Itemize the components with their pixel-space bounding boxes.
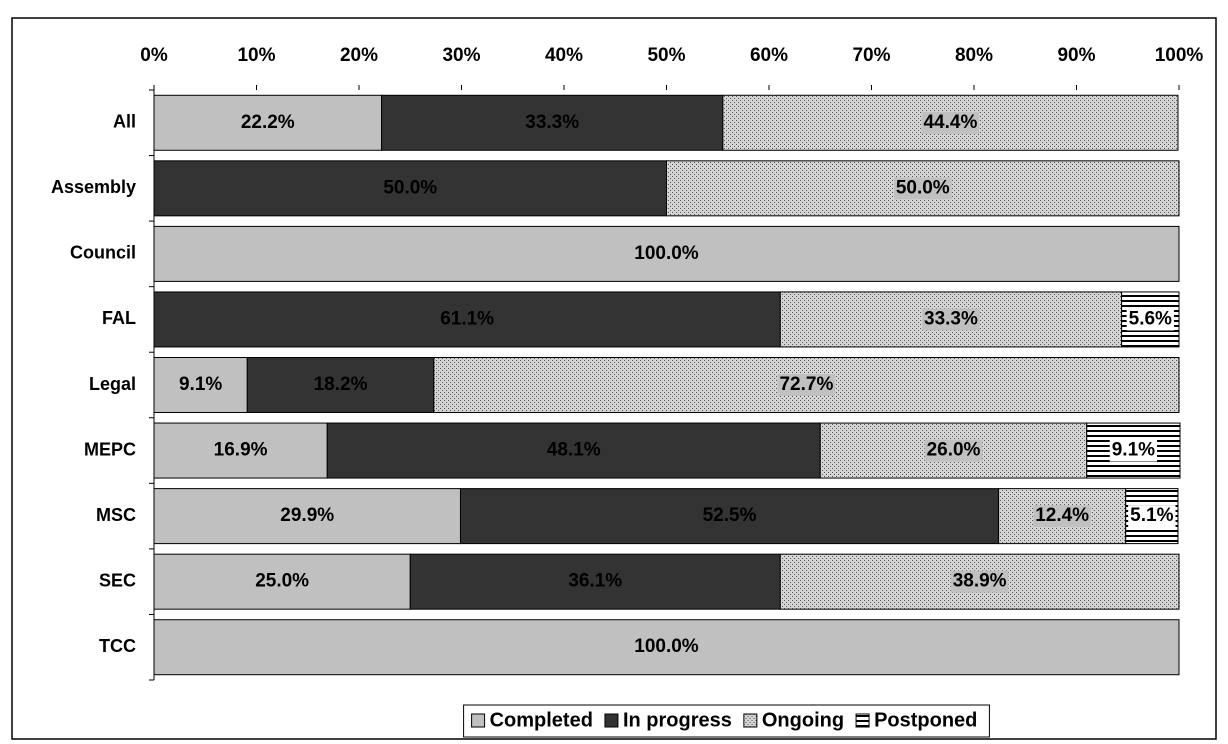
data-label-bg — [921, 111, 980, 134]
x-tick-label: 90% — [1057, 45, 1095, 66]
y-tick-label: MSC — [96, 505, 136, 525]
data-label: 44.4% — [923, 112, 977, 133]
x-tick-label: 10% — [237, 45, 275, 66]
legend-swatch — [604, 713, 619, 728]
data-label: 100.0% — [634, 636, 699, 657]
bar-segment — [459, 488, 1000, 545]
legend: Completed In progress Ongoing Postponed — [463, 704, 990, 738]
data-label: 18.2% — [314, 374, 368, 395]
x-tick-label: 20% — [340, 45, 378, 66]
data-label: 100.0% — [634, 243, 699, 264]
data-label-bg — [950, 570, 1009, 593]
data-label-bg — [922, 308, 980, 331]
data-label: 50.0% — [896, 177, 950, 198]
data-label: 12.4% — [1035, 505, 1089, 526]
data-label: 61.1% — [440, 308, 494, 329]
data-label: 72.7% — [779, 374, 833, 395]
y-tick-label: Legal — [89, 374, 136, 394]
data-label-bg — [893, 177, 952, 200]
legend-swatch — [743, 713, 758, 728]
data-label: 5.1% — [1130, 505, 1173, 526]
y-tick-label: MEPC — [84, 439, 136, 459]
legend-label: Postponed — [874, 709, 977, 731]
bar-segment — [153, 619, 1180, 676]
bar-segment — [153, 357, 248, 413]
data-label: 33.3% — [525, 112, 579, 133]
bar-segment — [409, 553, 781, 610]
data-label: 38.9% — [953, 571, 1007, 592]
legend-label: In progress — [623, 709, 732, 731]
data-label: 16.9% — [214, 440, 268, 461]
y-tick-label: FAL — [102, 308, 136, 328]
data-label-bg — [777, 374, 836, 396]
data-label: 9.1% — [179, 374, 222, 395]
data-label-bg — [1033, 505, 1092, 528]
bar-segment — [381, 94, 724, 151]
y-tick-label: Assembly — [51, 177, 136, 197]
data-label: 9.1% — [1112, 440, 1155, 461]
data-label: 52.5% — [703, 505, 757, 526]
data-label: 29.9% — [280, 505, 334, 526]
bar-segment — [326, 422, 821, 479]
y-tick-label: SEC — [99, 570, 136, 590]
data-label: 25.0% — [255, 571, 309, 592]
legend-label: Completed — [490, 709, 593, 731]
x-tick-label: 40% — [545, 45, 583, 66]
data-label: 33.3% — [924, 308, 978, 329]
x-tick-label: 60% — [750, 45, 788, 66]
data-label-bg — [1128, 505, 1176, 528]
bar-segment — [779, 553, 1180, 610]
bar-segment — [153, 225, 1180, 282]
data-label-bg — [1126, 308, 1174, 331]
data-label: 5.6% — [1129, 308, 1172, 329]
y-tick-label: TCC — [99, 636, 136, 656]
data-label-bg — [924, 439, 983, 462]
data-label-bg — [1109, 439, 1158, 462]
y-tick-label: All — [113, 112, 136, 132]
legend-label: Ongoing — [762, 709, 844, 731]
bar-segment — [153, 160, 667, 217]
bar-segment — [153, 291, 781, 348]
legend-box — [463, 704, 990, 738]
x-tick-label: 30% — [442, 45, 480, 66]
data-label: 36.1% — [568, 571, 622, 592]
x-tick-label: 80% — [955, 45, 993, 66]
legend-swatch — [855, 713, 870, 728]
x-tick-label: 0% — [140, 45, 168, 66]
data-label: 26.0% — [927, 440, 981, 461]
bar-segment — [153, 488, 461, 545]
legend-swatch — [471, 713, 486, 728]
x-tick-label: 100% — [1155, 45, 1204, 66]
data-label: 22.2% — [241, 112, 295, 133]
y-tick-label: Council — [70, 243, 136, 263]
bar-segment — [153, 422, 328, 479]
x-tick-label: 70% — [852, 45, 890, 66]
x-tick-label: 50% — [647, 45, 685, 66]
bar-segment — [246, 357, 435, 413]
bar-segment — [153, 94, 383, 151]
data-label: 48.1% — [547, 440, 601, 461]
data-label: 50.0% — [383, 177, 437, 198]
